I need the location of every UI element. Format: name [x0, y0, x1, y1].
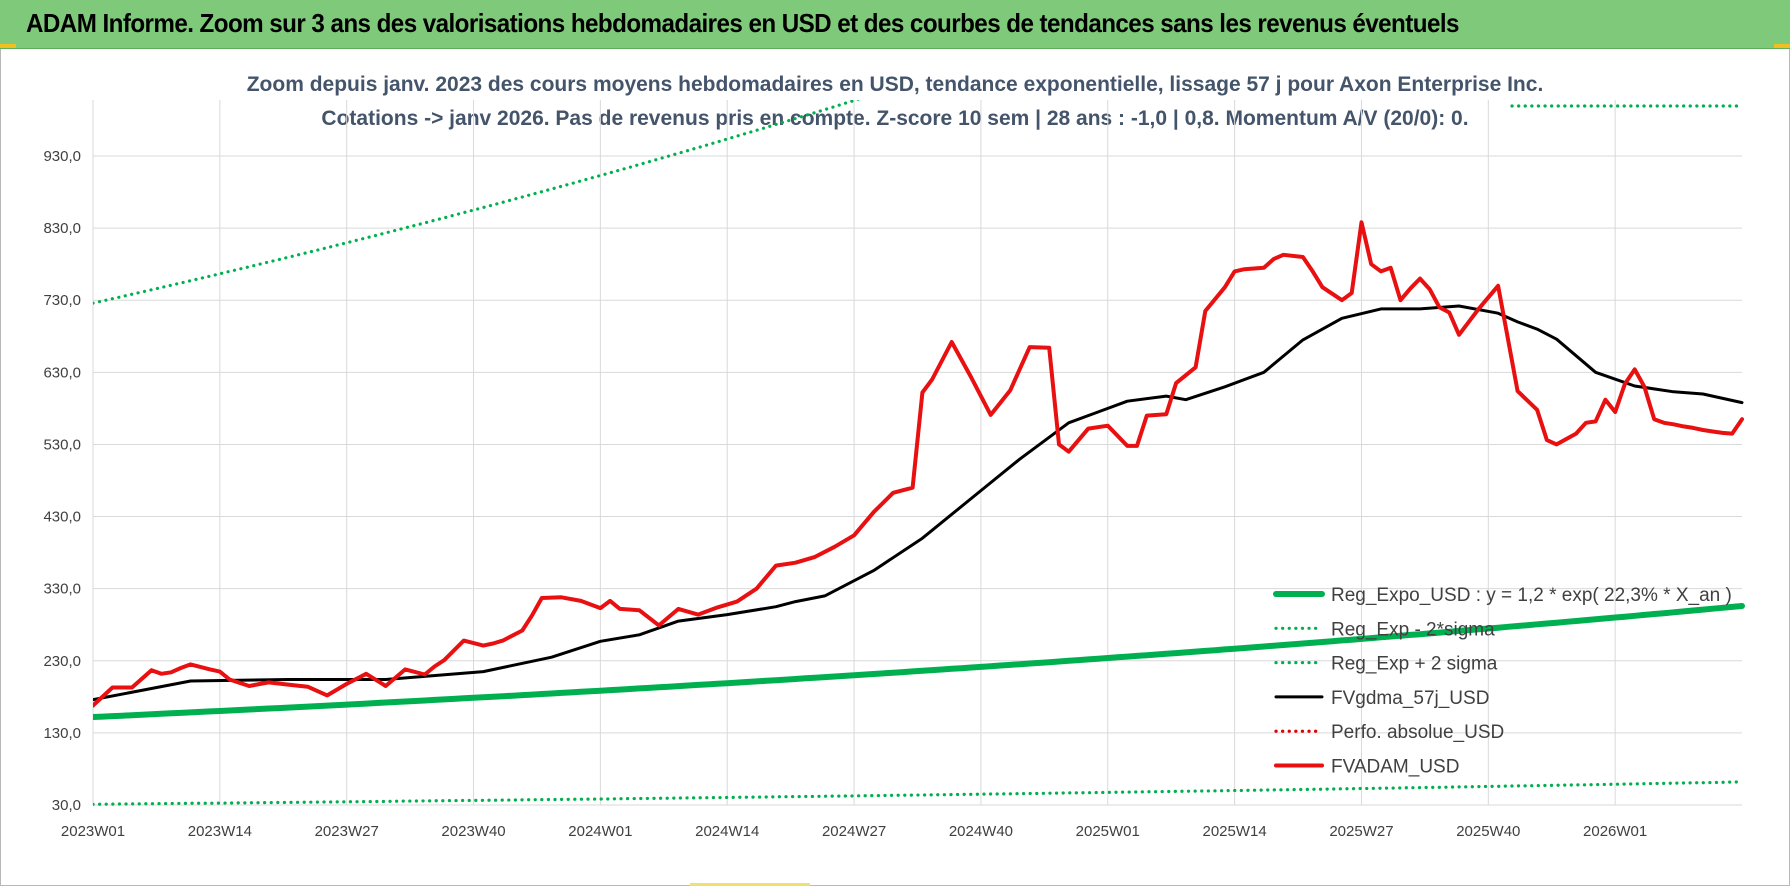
chart-series	[93, 100, 1745, 806]
legend-label-4: Perfo. absolue_USD	[1331, 722, 1504, 743]
y-tick-label: 730,0	[43, 292, 81, 309]
x-tick-label: 2023W14	[188, 823, 252, 840]
y-tick-label: 230,0	[43, 653, 81, 670]
x-tick-label: 2026W01	[1583, 823, 1647, 840]
y-tick-label: 30,0	[52, 797, 81, 814]
chart-title-line-2: Cotations -> janv 2026. Pas de revenus p…	[321, 107, 1469, 130]
corner-accent-right	[1774, 44, 1790, 48]
x-tick-label: 2023W01	[61, 823, 125, 840]
y-tick-label: 830,0	[43, 220, 81, 237]
x-tick-label: 2024W27	[822, 823, 886, 840]
x-tick-label: 2025W40	[1456, 823, 1520, 840]
y-tick-label: 330,0	[43, 581, 81, 598]
y-tick-label: 130,0	[43, 725, 81, 742]
series-line-3	[93, 304, 1744, 702]
chart-title-line-1: Zoom depuis janv. 2023 des cours moyens …	[246, 73, 1544, 96]
series-line-1	[93, 780, 1744, 806]
x-tick-label: 2025W27	[1329, 823, 1393, 840]
y-tick-label: 630,0	[43, 364, 81, 381]
legend-label-5: FVADAM_USD	[1331, 757, 1459, 778]
legend-label-1: Reg_Exp - 2*sigma	[1331, 619, 1495, 640]
series-line-0	[93, 603, 1745, 720]
series-line-2	[93, 100, 861, 305]
legend-label-2: Reg_Exp + 2 sigma	[1331, 654, 1498, 675]
x-tick-label: 2024W01	[568, 823, 632, 840]
y-tick-label: 430,0	[43, 509, 81, 526]
chart-legend: Reg_Expo_USD : y = 1,2 * exp( 22,3% * X_…	[1273, 585, 1732, 778]
legend-label-0: Reg_Expo_USD : y = 1,2 * exp( 22,3% * X_…	[1331, 585, 1732, 606]
series-line-5	[93, 220, 1744, 708]
x-tick-label: 2025W14	[1203, 823, 1267, 840]
report-title: ADAM Informe. Zoom sur 3 ans des valoris…	[26, 8, 1459, 38]
x-tick-label: 2024W14	[695, 823, 759, 840]
x-tick-label: 2023W40	[441, 823, 505, 840]
legend-label-3: FVgdma_57j_USD	[1331, 688, 1489, 709]
y-axis-ticks: 30,0 130,0 230,0 330,0 430,0 530,0 630,0 730,0 8…	[43, 148, 81, 814]
y-tick-label: 530,0	[43, 436, 81, 453]
report-banner: ADAM Informe. Zoom sur 3 ans des valoris…	[0, 0, 1790, 49]
x-axis-ticks: 2023W01 2023W14 2023W27 2023W40 2024W01 2024W…	[61, 823, 1647, 840]
x-tick-label: 2025W01	[1076, 823, 1140, 840]
x-tick-label: 2024W40	[949, 823, 1013, 840]
y-tick-label: 930,0	[43, 148, 81, 165]
x-tick-label: 2023W27	[315, 823, 379, 840]
corner-accent-bottom	[690, 883, 810, 886]
corner-accent-left	[0, 44, 16, 48]
